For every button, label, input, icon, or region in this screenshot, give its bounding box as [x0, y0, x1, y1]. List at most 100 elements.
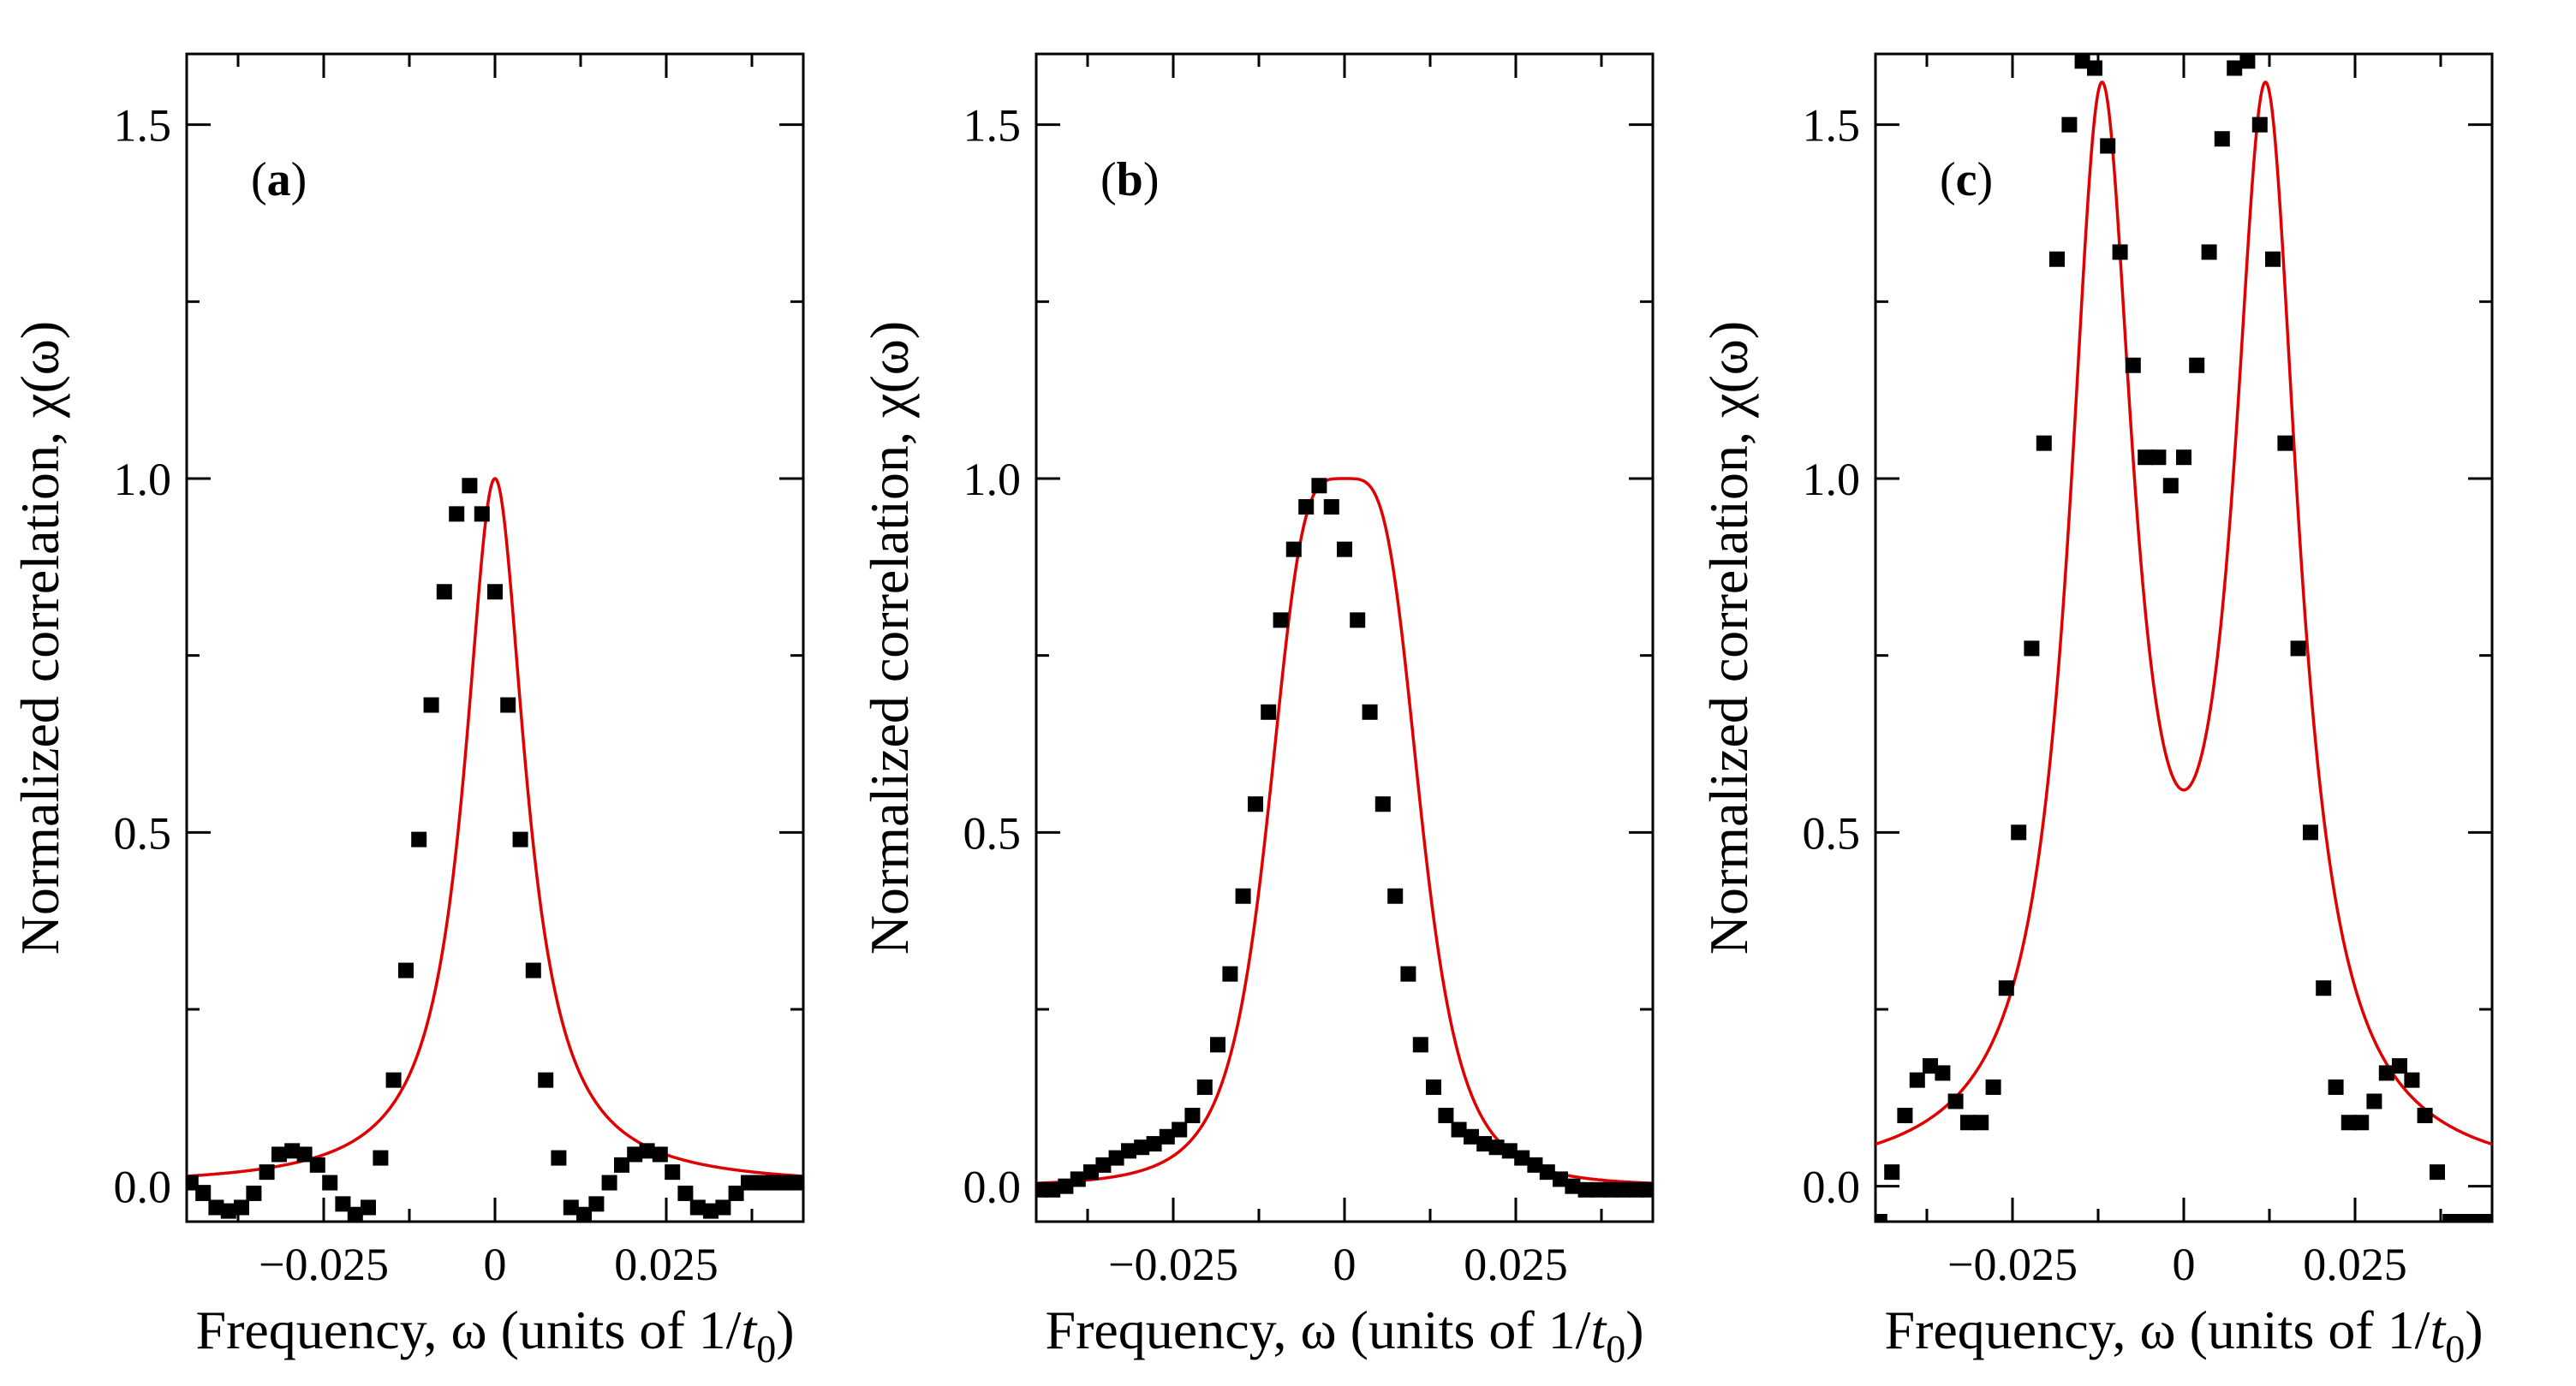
data-point — [715, 1199, 731, 1216]
panel-label: (a) — [251, 153, 307, 206]
data-point — [2112, 244, 2128, 260]
chart-panel-2: 0.0 0.5 1.0 1.5 −0.025 0 0.025 Frequency, ω (un… — [859, 52, 1655, 1371]
data-point — [423, 697, 439, 713]
data-point — [411, 831, 427, 848]
data-point — [1235, 888, 1251, 904]
data-point — [1553, 1171, 1568, 1187]
data-point — [1045, 1181, 1061, 1198]
data-point — [1527, 1157, 1543, 1173]
data-point — [385, 1072, 402, 1088]
data-point — [2290, 640, 2306, 657]
data-point — [2189, 357, 2205, 373]
data-point — [1476, 1136, 1493, 1152]
data-point — [778, 1175, 795, 1191]
data-point — [1875, 1214, 1887, 1222]
fit-curve — [187, 477, 803, 1178]
data-point — [1248, 796, 1263, 812]
data-point — [1897, 1108, 1913, 1123]
data-point — [614, 1157, 629, 1173]
data-point — [220, 1203, 236, 1219]
data-point — [1273, 612, 1289, 628]
data-point — [322, 1175, 338, 1191]
data-point — [195, 1185, 212, 1201]
plot-frame — [1874, 52, 2494, 1223]
x-tick-label: −0.025 — [1947, 1239, 2078, 1290]
data-point — [1159, 1128, 1175, 1145]
data-point — [551, 1150, 567, 1166]
data-point — [1590, 1181, 1606, 1198]
data-point — [271, 1146, 287, 1163]
data-point — [1350, 612, 1366, 628]
data-point — [1095, 1157, 1112, 1173]
data-point — [462, 478, 478, 494]
x-tick-label: 0.025 — [1464, 1239, 1568, 1290]
data-point — [284, 1143, 301, 1159]
data-point — [652, 1146, 668, 1163]
data-point — [1451, 1121, 1467, 1138]
data-point — [1960, 1115, 1976, 1131]
data-point — [1134, 1139, 1150, 1156]
data-point — [2201, 244, 2217, 260]
data-point — [1400, 966, 1416, 982]
data-point — [234, 1199, 249, 1216]
x-axis-title: Frequency, ω (units of 1/t0) — [1884, 1300, 2483, 1371]
data-point — [2480, 1214, 2492, 1222]
data-point — [689, 1199, 706, 1216]
data-point — [1285, 541, 1302, 557]
data-point — [1615, 1181, 1631, 1198]
data-point — [2251, 116, 2268, 133]
data-point — [474, 506, 490, 522]
data-point — [1222, 966, 1238, 982]
data-point — [741, 1175, 756, 1191]
data-point — [2353, 1115, 2370, 1131]
x-tick-label: 0 — [1333, 1239, 1357, 1290]
x-tick-label: −0.025 — [259, 1239, 389, 1290]
data-point — [754, 1175, 770, 1191]
data-point — [1438, 1108, 1454, 1123]
data-point — [2366, 1093, 2382, 1109]
data-point — [1172, 1121, 1188, 1138]
data-point — [436, 584, 452, 600]
fit-curve — [1036, 477, 1653, 1185]
data-point — [2024, 640, 2040, 657]
data-point — [259, 1164, 275, 1181]
data-point — [2125, 357, 2141, 373]
x-axis-title: Frequency, ω (units of 1/t0) — [195, 1300, 794, 1371]
data-point — [2430, 1164, 2445, 1181]
data-point — [665, 1164, 681, 1181]
x-tick-label: −0.025 — [1108, 1239, 1238, 1290]
data-point — [538, 1072, 554, 1088]
chart-panel-3: 0.0 0.5 1.0 1.5 −0.025 0 0.025 Frequency, ω (un… — [1698, 52, 2494, 1371]
data-point — [2303, 824, 2318, 841]
data-point — [347, 1206, 363, 1222]
data-point — [588, 1196, 605, 1212]
data-point — [2150, 449, 2167, 466]
data-point — [2404, 1072, 2420, 1088]
data-point — [2061, 116, 2078, 133]
panel-label: (c) — [1940, 153, 1993, 206]
data-point — [1261, 704, 1277, 720]
data-point — [1083, 1164, 1099, 1181]
data-point — [2392, 1058, 2407, 1074]
data-point — [627, 1146, 643, 1163]
y-tick-label: 0.0 — [1803, 1162, 1861, 1213]
x-tick-label: 0.025 — [2303, 1239, 2407, 1290]
y-tick-label: 0.5 — [1803, 807, 1861, 859]
data-point — [1935, 1065, 1951, 1081]
x-axis-title: Frequency, ω (units of 1/t0) — [1045, 1300, 1643, 1371]
data-point — [2162, 478, 2179, 494]
data-point — [2011, 824, 2027, 841]
data-point — [1121, 1143, 1136, 1159]
data-point — [1311, 478, 1327, 494]
data-point — [2316, 980, 2332, 996]
data-point — [2378, 1065, 2394, 1081]
data-point — [449, 506, 465, 522]
data-point — [1210, 1037, 1225, 1053]
data-point — [639, 1143, 655, 1159]
data-point — [791, 1175, 803, 1191]
data-point — [512, 831, 528, 848]
plot-frame — [1035, 52, 1655, 1223]
data-point — [2277, 435, 2293, 451]
data-point — [2239, 54, 2256, 69]
